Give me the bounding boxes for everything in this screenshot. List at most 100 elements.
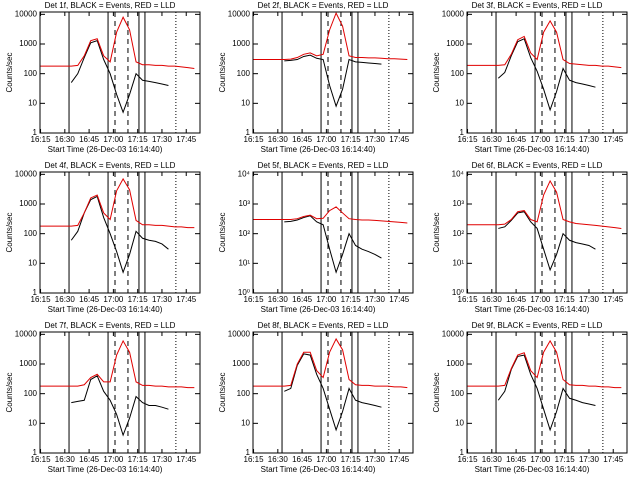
y-axis-label: Counts/sec — [218, 52, 227, 92]
x-tick-label: 17:45 — [176, 135, 197, 144]
y-tick-label: 10¹ — [452, 258, 464, 267]
x-tick-label: 17:00 — [530, 295, 551, 304]
y-tick-label: 10¹ — [238, 258, 250, 267]
y-tick-label: 1 — [33, 288, 38, 297]
panel: Det 1f, BLACK = Events, RED = LLD Start T… — [5, 1, 201, 154]
y-tick-label: 1000 — [19, 359, 37, 368]
y-tick-label: 10 — [28, 418, 37, 427]
y-tick-label: 10 — [455, 98, 464, 107]
x-tick-label: 17:00 — [316, 135, 337, 144]
x-tick-label: 17:00 — [316, 455, 337, 464]
x-tick-label: 17:30 — [152, 295, 173, 304]
y-tick-label: 100 — [451, 389, 465, 398]
y-axis-label: Counts/sec — [218, 212, 227, 252]
y-axis-label: Counts/sec — [432, 52, 441, 92]
y-tick-label: 10000 — [15, 169, 38, 178]
x-tick-label: 16:15 — [244, 455, 265, 464]
y-tick-label: 1 — [246, 448, 251, 457]
plot-frame — [252, 171, 414, 294]
y-axis-label: Counts/sec — [5, 52, 14, 92]
y-tick-label: 10² — [452, 229, 464, 238]
x-tick-label: 17:30 — [365, 135, 386, 144]
x-tick-label: 17:00 — [530, 455, 551, 464]
y-tick-label: 1 — [33, 128, 38, 137]
series-line — [284, 353, 382, 432]
y-axis-label: Counts/sec — [432, 372, 441, 412]
x-tick-label: 16:45 — [506, 295, 527, 304]
panel-title: Det 6f, BLACK = Events, RED = LLD — [472, 161, 603, 170]
x-tick-label: 16:15 — [31, 455, 52, 464]
x-tick-label: 17:45 — [176, 295, 197, 304]
plot-frame — [466, 11, 628, 134]
x-tick-label: 17:15 — [555, 295, 576, 304]
x-tick-label: 16:30 — [268, 295, 289, 304]
y-tick-label: 10000 — [228, 9, 251, 18]
panel-title: Det 3f, BLACK = Events, RED = LLD — [472, 1, 603, 10]
x-tick-label: 16:30 — [268, 135, 289, 144]
x-tick-label: 17:30 — [365, 455, 386, 464]
plot-frame — [39, 171, 201, 294]
x-tick-label: 17:30 — [579, 295, 600, 304]
y-tick-label: 10 — [241, 418, 250, 427]
x-axis-label: Start Time (26-Dec-03 16:14:40) — [48, 305, 163, 314]
x-tick-label: 17:45 — [389, 455, 410, 464]
series-line — [70, 39, 169, 114]
x-tick-label: 17:45 — [389, 295, 410, 304]
x-tick-label: 17:30 — [152, 455, 173, 464]
panel: Det 6f, BLACK = Events, RED = LLD Start T… — [432, 161, 628, 314]
x-tick-label: 17:45 — [603, 295, 624, 304]
x-tick-label: 17:15 — [128, 135, 149, 144]
y-tick-label: 10⁴ — [452, 169, 465, 178]
x-tick-label: 17:45 — [389, 135, 410, 144]
y-tick-label: 100 — [24, 69, 38, 78]
y-tick-label: 10⁰ — [238, 288, 250, 297]
panel: Det 5f, BLACK = Events, RED = LLD Start T… — [218, 161, 414, 314]
y-tick-label: 10 — [28, 98, 37, 107]
panel: Det 2f, BLACK = Events, RED = LLD Start T… — [218, 1, 414, 154]
x-axis-label: Start Time (26-Dec-03 16:14:40) — [261, 145, 376, 154]
x-tick-label: 16:30 — [55, 135, 76, 144]
x-tick-label: 17:15 — [341, 295, 362, 304]
x-tick-label: 16:15 — [458, 135, 479, 144]
y-tick-label: 10000 — [15, 329, 38, 338]
series-line — [253, 206, 408, 224]
y-tick-label: 100 — [237, 389, 251, 398]
x-tick-label: 16:30 — [482, 135, 503, 144]
x-tick-label: 16:45 — [506, 455, 527, 464]
y-tick-label: 10 — [241, 98, 250, 107]
series-line — [467, 179, 622, 229]
panel-title: Det 5f, BLACK = Events, RED = LLD — [258, 161, 389, 170]
panel-title: Det 1f, BLACK = Events, RED = LLD — [45, 1, 176, 10]
x-axis-label: Start Time (26-Dec-03 16:14:40) — [475, 305, 590, 314]
x-tick-label: 17:45 — [176, 455, 197, 464]
y-tick-label: 100 — [24, 389, 38, 398]
panel: Det 9f, BLACK = Events, RED = LLD Start T… — [432, 321, 628, 474]
x-tick-label: 17:00 — [103, 455, 124, 464]
y-tick-label: 1000 — [19, 199, 37, 208]
y-tick-label: 10³ — [238, 199, 250, 208]
series-line — [284, 215, 382, 274]
x-axis-label: Start Time (26-Dec-03 16:14:40) — [261, 305, 376, 314]
x-tick-label: 16:45 — [292, 295, 313, 304]
series-line — [498, 211, 596, 272]
y-tick-label: 10⁴ — [238, 169, 251, 178]
plot-frame — [252, 11, 414, 134]
series-line — [284, 54, 382, 108]
x-tick-label: 17:15 — [341, 135, 362, 144]
x-tick-label: 17:30 — [579, 135, 600, 144]
y-axis-label: Counts/sec — [218, 372, 227, 412]
y-tick-label: 1 — [246, 128, 251, 137]
x-tick-label: 16:30 — [482, 455, 503, 464]
x-tick-label: 17:15 — [555, 135, 576, 144]
x-tick-label: 16:45 — [79, 295, 100, 304]
x-tick-label: 16:30 — [55, 295, 76, 304]
y-tick-label: 100 — [237, 69, 251, 78]
y-tick-label: 1000 — [19, 39, 37, 48]
x-tick-label: 17:30 — [365, 295, 386, 304]
panel-title: Det 4f, BLACK = Events, RED = LLD — [45, 161, 176, 170]
y-tick-label: 10000 — [15, 9, 38, 18]
y-tick-label: 100 — [451, 69, 465, 78]
x-tick-label: 17:45 — [603, 455, 624, 464]
panel: Det 8f, BLACK = Events, RED = LLD Start T… — [218, 321, 414, 474]
